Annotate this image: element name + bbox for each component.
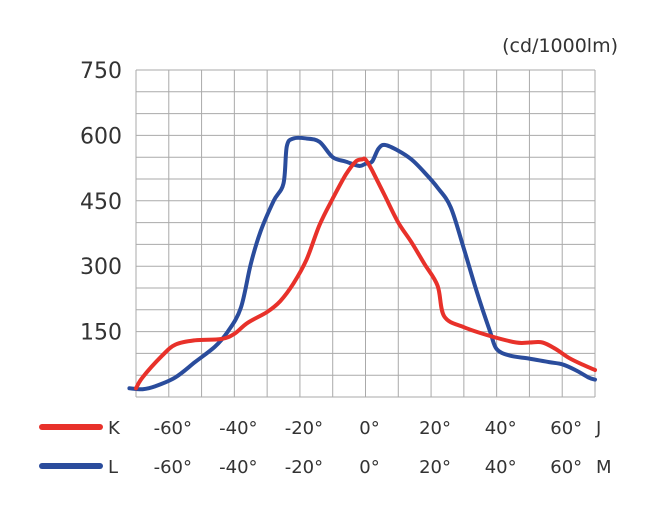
legend-label-L: L bbox=[108, 457, 118, 478]
series-L-line bbox=[127, 135, 597, 392]
x-tick-label: 60° bbox=[550, 418, 582, 439]
x-tick-label: -20° bbox=[285, 457, 323, 478]
x-tick-label: -60° bbox=[154, 418, 192, 439]
y-tick-label: 600 bbox=[80, 124, 122, 149]
x-tick-label: -40° bbox=[219, 457, 257, 478]
x-tick-label: 20° bbox=[419, 418, 451, 439]
x-tick-label: 40° bbox=[485, 457, 517, 478]
x-axis-rows: K -60° -40° -20° 0° 20° 40° 60° J L -60° -40° -20° 0°… bbox=[39, 418, 612, 478]
x-tick-label: 60° bbox=[550, 457, 582, 478]
grid bbox=[135, 69, 596, 398]
y-tick-label: 150 bbox=[80, 321, 122, 346]
x-tick-label: -40° bbox=[219, 418, 257, 439]
x-row-end-label: M bbox=[596, 457, 612, 478]
x-tick-label: 0° bbox=[359, 457, 379, 478]
y-tick-label: 450 bbox=[80, 190, 122, 215]
y-tick-label: 300 bbox=[80, 255, 122, 280]
x-tick-label: -20° bbox=[285, 418, 323, 439]
x-tick-label: 40° bbox=[485, 418, 517, 439]
legend-label-K: K bbox=[108, 418, 121, 439]
x-row-end-label: J bbox=[595, 418, 601, 439]
y-tick-label: 750 bbox=[80, 59, 122, 84]
x-tick-label: 20° bbox=[419, 457, 451, 478]
series-K-line bbox=[134, 156, 597, 391]
y-axis: 150 300 450 600 750 bbox=[80, 59, 122, 346]
x-tick-label: 0° bbox=[359, 418, 379, 439]
curves bbox=[127, 135, 597, 392]
x-tick-label: -60° bbox=[154, 457, 192, 478]
unit-label: (cd/1000lm) bbox=[502, 35, 618, 57]
